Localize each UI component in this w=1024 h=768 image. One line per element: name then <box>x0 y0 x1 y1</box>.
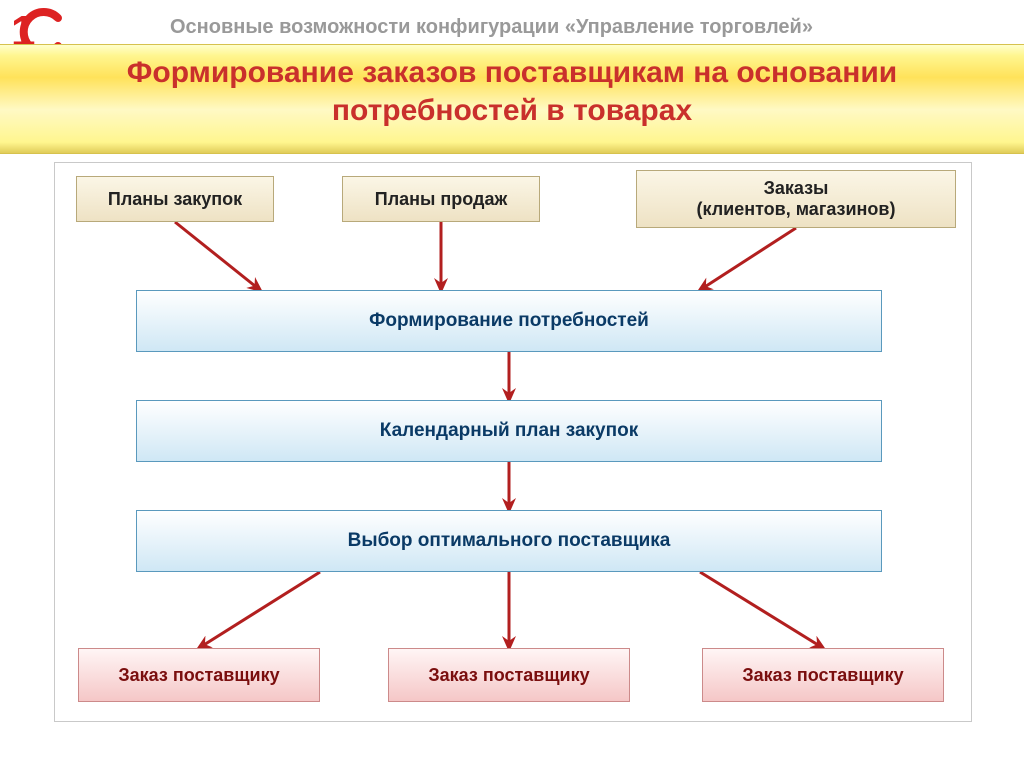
stage-node-choose-supp: Выбор оптимального поставщика <box>136 510 882 572</box>
stage-node-form-needs: Формирование потребностей <box>136 290 882 352</box>
stage-node-cal-plan: Календарный план закупок <box>136 400 882 462</box>
input-node-plans-purchase: Планы закупок <box>76 176 274 222</box>
slide: 1 Основные возможности конфигурации «Упр… <box>0 0 1024 768</box>
output-node-order-1: Заказ поставщику <box>78 648 320 702</box>
slide-title: Формирование заказов поставщикам на осно… <box>60 54 964 129</box>
input-node-orders: Заказы (клиентов, магазинов) <box>636 170 956 228</box>
input-node-plans-sales: Планы продаж <box>342 176 540 222</box>
pretitle: Основные возможности конфигурации «Управ… <box>170 16 1004 39</box>
output-node-order-3: Заказ поставщику <box>702 648 944 702</box>
output-node-order-2: Заказ поставщику <box>388 648 630 702</box>
